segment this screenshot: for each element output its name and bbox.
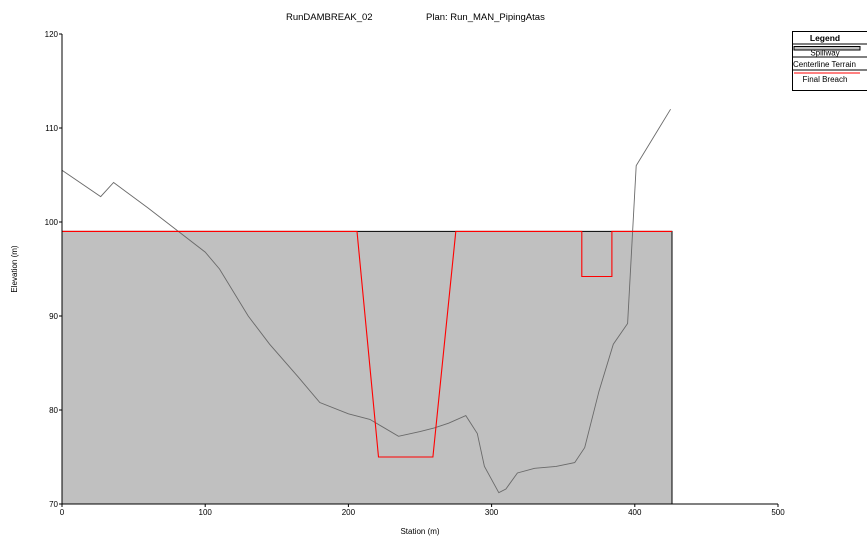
terrain-line <box>61 108 671 494</box>
y-tick-label: 80 <box>49 406 58 415</box>
y-tick-label: 90 <box>49 312 58 321</box>
x-tick-label: 300 <box>485 508 499 517</box>
x-tick-label: 400 <box>628 508 642 517</box>
breach-line <box>62 230 672 458</box>
x-tick-label: 0 <box>60 508 65 517</box>
y-tick-label: 120 <box>45 30 59 39</box>
y-tick-label: 110 <box>45 124 58 133</box>
legend-entry-spillway: Spillway <box>810 49 839 58</box>
x-tick-label: 500 <box>771 508 785 517</box>
x-tick-label: 100 <box>199 508 213 517</box>
series-layer <box>61 108 672 494</box>
legend: Legend Spillway Centerline Terrain Final… <box>792 31 867 91</box>
y-axis-title: Elevation (m) <box>10 245 19 292</box>
legend-entry-terrain: Centerline Terrain <box>793 60 856 69</box>
legend-frame <box>792 31 867 91</box>
legend-swatch-spillway <box>793 46 861 51</box>
y-tick-label: 100 <box>45 218 59 227</box>
legend-entry-breach: Final Breach <box>803 75 848 84</box>
y-ticks: 70 80 90 100 110 120 <box>45 30 62 509</box>
x-axis-title: Station (m) <box>400 527 439 536</box>
x-tick-label: 200 <box>342 508 356 517</box>
chart-subtitle: Plan: Run_MAN_PipingAtas <box>426 12 545 23</box>
legend-title: Legend <box>810 33 840 43</box>
y-tick-label: 70 <box>49 500 58 509</box>
dam-spillway-area <box>61 230 673 505</box>
chart-title: RunDAMBREAK_02 <box>286 12 373 23</box>
x-ticks: 0 100 200 300 400 500 <box>60 504 785 517</box>
dam-layer <box>61 230 673 505</box>
